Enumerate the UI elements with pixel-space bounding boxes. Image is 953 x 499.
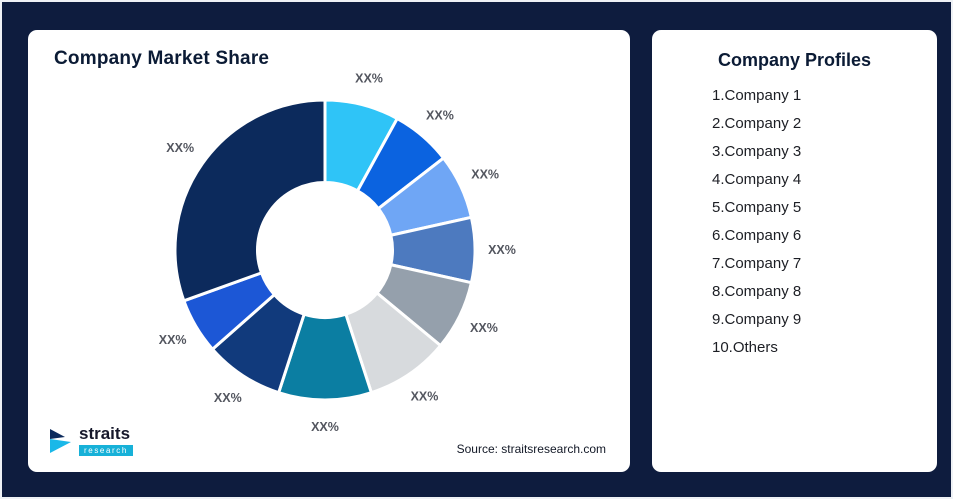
segment-label: XX% — [214, 391, 242, 405]
list-item: 9.Company 9 — [712, 311, 802, 328]
straits-logo: straits research — [48, 425, 133, 456]
list-item: 5.Company 5 — [712, 199, 802, 216]
logo-subtext: research — [79, 445, 133, 456]
profiles-title: Company Profiles — [717, 50, 872, 70]
list-item: 6.Company 6 — [712, 227, 802, 244]
company-profiles-card: Company Profiles 1.Company 1 2.Company 2… — [652, 30, 937, 472]
list-item: 8.Company 8 — [712, 283, 802, 300]
list-item: 2.Company 2 — [712, 115, 802, 132]
list-item: 7.Company 7 — [712, 255, 802, 272]
donut-segment — [173, 98, 327, 303]
segment-label: XX% — [426, 108, 454, 122]
chart-title: Company Market Share — [54, 48, 270, 69]
straits-logo-icon — [50, 428, 71, 453]
logo-text: straits — [79, 424, 131, 444]
segment-label: XX% — [411, 389, 439, 403]
profiles-list: 1.Company 1 2.Company 2 3.Company 3 4.Co… — [712, 88, 923, 368]
market-share-card: Company Market Share XX% XX% XX% XX% XX% XX% X… — [28, 30, 630, 472]
segment-label: XX% — [166, 141, 194, 155]
list-item: 1.Company 1 — [712, 87, 802, 104]
list-item: 10.Others — [712, 339, 778, 356]
segment-label: XX% — [355, 72, 383, 86]
source-text: Source: straitsresearch.com — [456, 442, 606, 456]
donut-chart: XX% XX% XX% XX% XX% XX% XX% XX% XX% XX% — [159, 72, 516, 434]
segment-label: XX% — [311, 420, 339, 434]
segment-label: XX% — [470, 321, 498, 335]
segment-label: XX% — [159, 333, 187, 347]
logo-text-wrap: straits research — [79, 425, 133, 456]
segment-label: XX% — [488, 243, 516, 257]
segment-label: XX% — [471, 168, 499, 182]
list-item: 4.Company 4 — [712, 171, 802, 188]
list-item: 3.Company 3 — [712, 143, 802, 160]
